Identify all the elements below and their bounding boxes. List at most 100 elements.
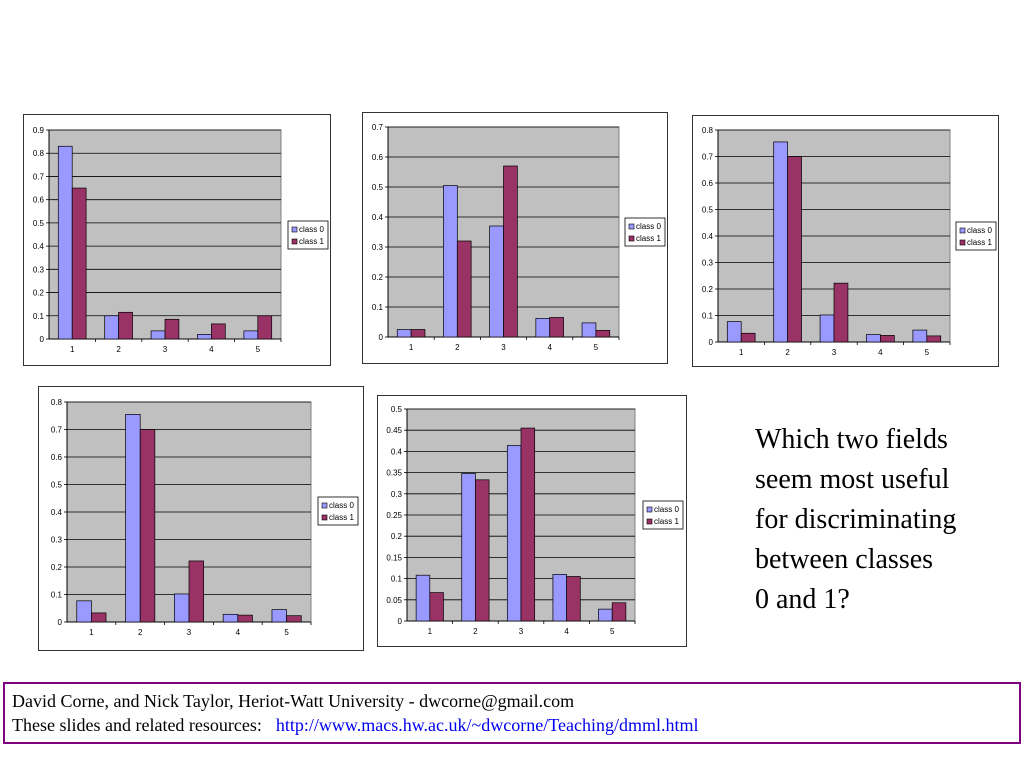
y-tick-label: 0 (709, 338, 714, 347)
x-tick-label: 3 (501, 343, 506, 352)
footer-resources: These slides and related resources: http:… (12, 713, 1012, 737)
bar-class-1 (503, 165, 518, 338)
bar-class-1 (595, 330, 611, 338)
x-tick-label: 3 (187, 628, 192, 637)
bar-class-0 (396, 329, 412, 338)
y-tick-label: 0.2 (33, 289, 45, 298)
x-tick-label: 5 (610, 627, 615, 636)
x-tick-label: 4 (209, 345, 214, 354)
x-tick-label: 2 (473, 627, 478, 636)
bar-class-0 (125, 414, 141, 623)
bar-class-0 (150, 330, 166, 340)
bar-class-1 (188, 560, 204, 623)
y-tick-label: 0.8 (33, 149, 45, 158)
legend-swatch (321, 514, 328, 521)
y-tick-label: 0 (398, 617, 403, 626)
chart-svg: 0 0.1 0.2 0.3 0.4 0.5 0.6 0.7 0.8 1 2 3 4 5 class 0 cla… (51, 398, 359, 637)
chart-panel-2: 0 0.1 0.2 0.3 0.4 0.5 0.6 0.7 1 2 3 4 5 class 0 class … (362, 112, 668, 364)
legend-label: class 1 (967, 238, 992, 247)
legend-label: class 0 (636, 222, 661, 231)
x-tick-label: 1 (70, 345, 75, 354)
y-tick-label: 0.7 (51, 426, 63, 435)
y-tick-label: 0.4 (33, 242, 45, 251)
y-tick-label: 0.4 (51, 508, 63, 517)
y-tick-label: 0.1 (33, 312, 45, 321)
y-tick-label: 0 (40, 335, 45, 344)
legend-label: class 1 (299, 237, 324, 246)
bar-class-1 (740, 332, 756, 343)
x-tick-label: 2 (455, 343, 460, 352)
bar-class-1 (286, 615, 302, 623)
resources-link[interactable]: http://www.macs.hw.ac.uk/~dwcorne/Teachi… (275, 715, 699, 735)
x-tick-label: 4 (878, 348, 883, 357)
legend-box (624, 217, 666, 247)
x-tick-label: 1 (739, 348, 744, 357)
footer-resources-label: These slides and related resources: (12, 715, 262, 735)
bar-class-0 (552, 574, 567, 622)
bar-class-1 (549, 317, 564, 338)
y-tick-label: 0.5 (702, 206, 714, 215)
bar-class-1 (164, 318, 180, 340)
legend-swatch (959, 239, 966, 246)
legend-box (287, 220, 329, 250)
bar-class-1 (926, 335, 942, 343)
bar-class-0 (415, 574, 431, 622)
y-tick-label: 0.5 (391, 405, 403, 414)
y-tick-label: 0.5 (51, 481, 63, 490)
bar-class-1 (139, 429, 156, 623)
y-tick-label: 0.25 (386, 511, 402, 520)
y-tick-label: 0.1 (51, 591, 63, 600)
bar-class-0 (443, 185, 458, 338)
bar-class-1 (880, 335, 895, 343)
bar-class-1 (611, 602, 627, 622)
bar-class-0 (461, 473, 476, 622)
bar-class-0 (104, 315, 119, 340)
x-tick-label: 5 (594, 343, 599, 352)
x-tick-label: 5 (284, 628, 289, 637)
y-tick-label: 0.2 (372, 273, 384, 282)
bar-class-0 (726, 321, 742, 343)
x-tick-label: 5 (925, 348, 930, 357)
chart-panel-4: 0 0.1 0.2 0.3 0.4 0.5 0.6 0.7 0.8 1 2 3 4 5 class 0 cla… (38, 386, 364, 651)
bar-class-0 (866, 334, 881, 343)
y-tick-label: 0.7 (33, 172, 45, 181)
y-tick-label: 0.45 (386, 426, 402, 435)
bar-class-0 (271, 609, 287, 623)
bar-class-1 (456, 240, 472, 338)
y-tick-label: 0.3 (391, 490, 403, 499)
legend-label: class 0 (299, 225, 324, 234)
y-tick-label: 0.1 (702, 312, 714, 321)
x-tick-label: 1 (89, 628, 94, 637)
y-tick-label: 0.05 (386, 596, 402, 605)
y-tick-label: 0.5 (33, 219, 45, 228)
legend-label: class 0 (654, 505, 679, 514)
y-tick-label: 0.8 (702, 126, 714, 135)
legend-swatch (291, 226, 298, 233)
x-tick-label: 4 (547, 343, 552, 352)
chart-svg: 0 0.1 0.2 0.3 0.4 0.5 0.6 0.7 0.8 0.9 1 2 3 4 5 class 0… (33, 126, 329, 354)
bar-class-0 (197, 334, 212, 340)
y-tick-label: 0.3 (51, 536, 63, 545)
legend-label: class 1 (329, 513, 354, 522)
chart-panel-5: 0 0.05 0.1 0.15 0.2 0.25 0.3 0.35 0.4 0.45 0.5 1 2 3 4… (377, 395, 687, 647)
bar-class-0 (912, 329, 928, 343)
legend-box (642, 500, 684, 530)
bar-class-1 (211, 323, 226, 340)
legend-swatch (628, 235, 635, 242)
legend-swatch (321, 502, 328, 509)
footer-authors: David Corne, and Nick Taylor, Heriot-Wat… (12, 691, 575, 711)
bar-class-1 (410, 329, 426, 338)
y-tick-label: 0.6 (372, 153, 384, 162)
legend-swatch (646, 506, 653, 513)
bar-class-1 (787, 156, 802, 343)
bar-class-1 (71, 187, 87, 340)
y-tick-label: 0.6 (702, 179, 714, 188)
legend-box (955, 221, 997, 251)
bar-class-0 (581, 322, 597, 338)
chart-svg: 0 0.1 0.2 0.3 0.4 0.5 0.6 0.7 0.8 1 2 3 4 5 class 0 cla… (702, 126, 997, 357)
chart-svg: 0 0.05 0.1 0.15 0.2 0.25 0.3 0.35 0.4 0.45 0.5 1 2 3 4… (386, 405, 684, 636)
y-tick-label: 0.6 (33, 196, 45, 205)
y-tick-label: 0.2 (51, 563, 63, 572)
y-tick-label: 0.15 (386, 553, 402, 562)
y-tick-label: 0.2 (702, 285, 714, 294)
